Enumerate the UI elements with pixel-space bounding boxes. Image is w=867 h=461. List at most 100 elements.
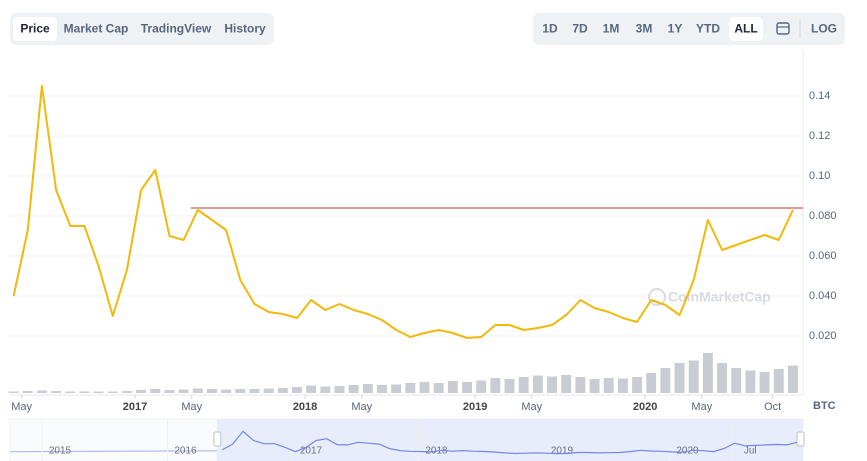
volume-bar	[575, 377, 586, 393]
tab[interactable]: Market Cap	[64, 22, 129, 36]
x-tick-label: May	[351, 401, 372, 413]
range-button[interactable]: 7D	[572, 22, 588, 36]
volume-bar	[504, 379, 515, 393]
volume-bar	[65, 391, 76, 393]
range-button[interactable]: YTD	[696, 22, 720, 36]
price-line	[12, 85, 794, 339]
range-button[interactable]: 1D	[542, 22, 558, 36]
volume-bar	[320, 386, 331, 393]
volume-bar	[107, 391, 118, 393]
volume-bar	[617, 378, 628, 393]
range-group	[533, 13, 845, 45]
volume-bar	[348, 385, 359, 393]
volume-bar	[603, 378, 614, 393]
volume-bar	[632, 377, 643, 393]
x-tick-label: May	[11, 401, 32, 413]
volume-bar	[51, 391, 62, 393]
y-tick-label: 0.020	[809, 330, 837, 342]
volume-bar	[731, 368, 742, 393]
watermark-logo	[648, 288, 666, 306]
volume-bar	[660, 368, 671, 393]
y-tick-label: 0.040	[809, 290, 837, 302]
y-tick-label: 0.080	[809, 210, 837, 222]
range-button[interactable]: 1Y	[668, 22, 683, 36]
x-tick-label: 2017	[123, 401, 147, 413]
volume-bar	[419, 382, 430, 393]
volume-bar	[292, 387, 302, 393]
x-tick-label: May	[691, 401, 712, 413]
x-tick-label: May	[181, 401, 202, 413]
navigator-tick-label: 2017	[300, 446, 323, 457]
x-tick-label: 2018	[293, 401, 317, 413]
volume-bar	[178, 389, 189, 393]
calendar-icon[interactable]	[776, 22, 790, 35]
volume-bar	[773, 369, 784, 393]
volume-bar	[306, 385, 317, 393]
volume-bar	[22, 391, 33, 393]
volume-bar	[702, 353, 713, 393]
x-tick-label: Oct	[764, 401, 781, 413]
volume-bar	[79, 391, 90, 393]
tab-selected-bg	[13, 17, 57, 41]
navigator-handle[interactable]	[213, 431, 222, 447]
range-button[interactable]: 1M	[603, 22, 620, 36]
volume-bar	[547, 376, 557, 393]
volume-bar	[447, 381, 458, 393]
volume-bar	[150, 389, 161, 393]
volume-bar	[207, 389, 217, 393]
volume-bar	[8, 391, 19, 393]
y-tick-label: 0.10	[809, 170, 830, 182]
y-tick-label: 0.14	[809, 90, 830, 102]
volume-bar	[589, 379, 600, 393]
volume-bar	[476, 380, 487, 393]
volume-bar	[759, 372, 770, 393]
navigator-tick-label: 2015	[49, 446, 72, 457]
volume-bar	[235, 389, 246, 393]
navigator-tick-label: Jul	[744, 446, 757, 457]
volume-bar	[93, 391, 104, 393]
navigator-selection	[216, 419, 803, 461]
volume-bar	[717, 363, 728, 393]
volume-bar	[377, 385, 387, 393]
volume-bar	[192, 388, 203, 393]
x-tick-label: 2019	[463, 401, 487, 413]
tab[interactable]: History	[224, 22, 266, 36]
volume-bar	[249, 389, 260, 393]
volume-bar	[646, 373, 657, 393]
volume-bar	[462, 382, 472, 393]
tab[interactable]: TradingView	[141, 22, 212, 36]
navigator-handle[interactable]	[796, 431, 805, 447]
range-button[interactable]: ALL	[734, 22, 757, 36]
volume-bar	[745, 370, 756, 393]
tab[interactable]: Price	[20, 22, 50, 36]
navigator-pre-line	[9, 450, 217, 453]
navigator-tick-label: 2016	[174, 446, 197, 457]
volume-bar	[674, 363, 685, 393]
volume-bar	[36, 390, 47, 393]
volume-bar	[518, 377, 529, 393]
volume-bar	[277, 388, 288, 393]
watermark: CoinMarketCap	[668, 289, 771, 305]
y-unit: BTC	[813, 400, 836, 412]
volume-bar	[362, 384, 373, 393]
volume-bar	[787, 365, 798, 393]
volume-bar	[561, 375, 572, 393]
volume-bar	[405, 383, 416, 393]
x-tick-label: 2020	[633, 401, 657, 413]
range-button[interactable]: 3M	[636, 22, 653, 36]
log-button[interactable]: LOG	[811, 22, 837, 36]
volume-bar	[136, 390, 147, 393]
x-tick-label: May	[521, 401, 542, 413]
volume-bar	[433, 383, 444, 393]
y-tick-label: 0.060	[809, 250, 837, 262]
volume-bar	[221, 389, 232, 393]
tab-group	[10, 13, 274, 45]
volume-bar	[490, 378, 501, 393]
volume-bar	[688, 360, 699, 393]
volume-bar	[532, 375, 543, 393]
navigator-line	[221, 430, 798, 455]
volume-bar	[164, 390, 175, 393]
volume-bar	[334, 386, 345, 393]
volume-bar	[121, 391, 132, 393]
